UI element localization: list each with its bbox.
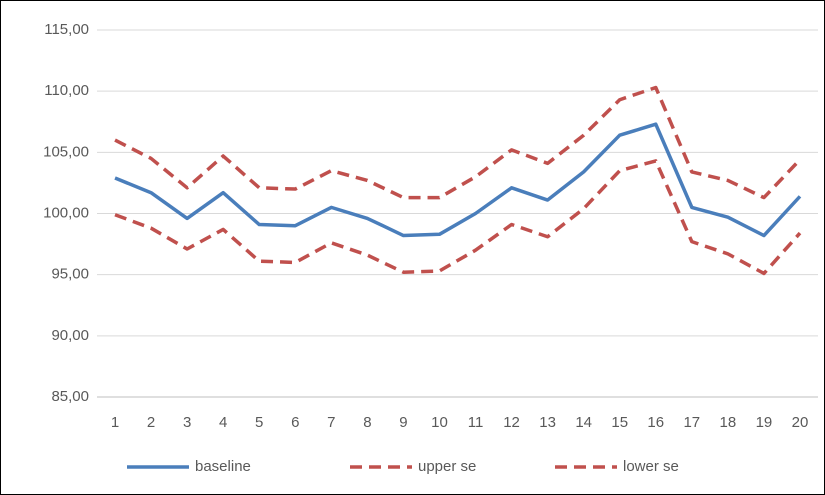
y-tick-label: 90,00 bbox=[51, 327, 89, 344]
x-tick-label: 20 bbox=[792, 414, 809, 431]
y-tick-label: 110,00 bbox=[44, 82, 89, 99]
x-tick-label: 5 bbox=[255, 414, 263, 431]
x-tick-label: 4 bbox=[219, 414, 227, 431]
x-tick-label: 9 bbox=[399, 414, 407, 431]
x-tick-label: 18 bbox=[720, 414, 737, 431]
x-tick-label: 16 bbox=[647, 414, 664, 431]
x-tick-label: 12 bbox=[503, 414, 520, 431]
x-tick-label: 14 bbox=[575, 414, 592, 431]
legend-label: lower se bbox=[623, 458, 679, 475]
y-tick-label: 105,00 bbox=[43, 143, 89, 160]
legend-label: upper se bbox=[418, 458, 476, 475]
x-tick-label: 11 bbox=[468, 414, 484, 431]
x-tick-label: 15 bbox=[611, 414, 628, 431]
legend-label: baseline bbox=[195, 458, 251, 475]
x-tick-label: 2 bbox=[147, 414, 155, 431]
series-line bbox=[114, 122, 802, 238]
x-tick-label: 7 bbox=[327, 414, 335, 431]
x-tick-label: 6 bbox=[291, 414, 299, 431]
x-tick-label: 3 bbox=[183, 414, 191, 431]
series-line bbox=[114, 159, 802, 276]
y-tick-label: 85,00 bbox=[51, 388, 89, 405]
series-line bbox=[114, 85, 802, 200]
x-tick-label: 10 bbox=[431, 414, 448, 431]
y-tick-label: 100,00 bbox=[43, 204, 89, 221]
y-tick-label: 95,00 bbox=[51, 266, 89, 283]
x-tick-label: 17 bbox=[683, 414, 700, 431]
x-tick-label: 19 bbox=[756, 414, 773, 431]
x-tick-label: 1 bbox=[111, 414, 119, 431]
y-tick-label: 115,00 bbox=[44, 21, 89, 38]
x-tick-label: 13 bbox=[539, 414, 556, 431]
x-tick-label: 8 bbox=[363, 414, 371, 431]
